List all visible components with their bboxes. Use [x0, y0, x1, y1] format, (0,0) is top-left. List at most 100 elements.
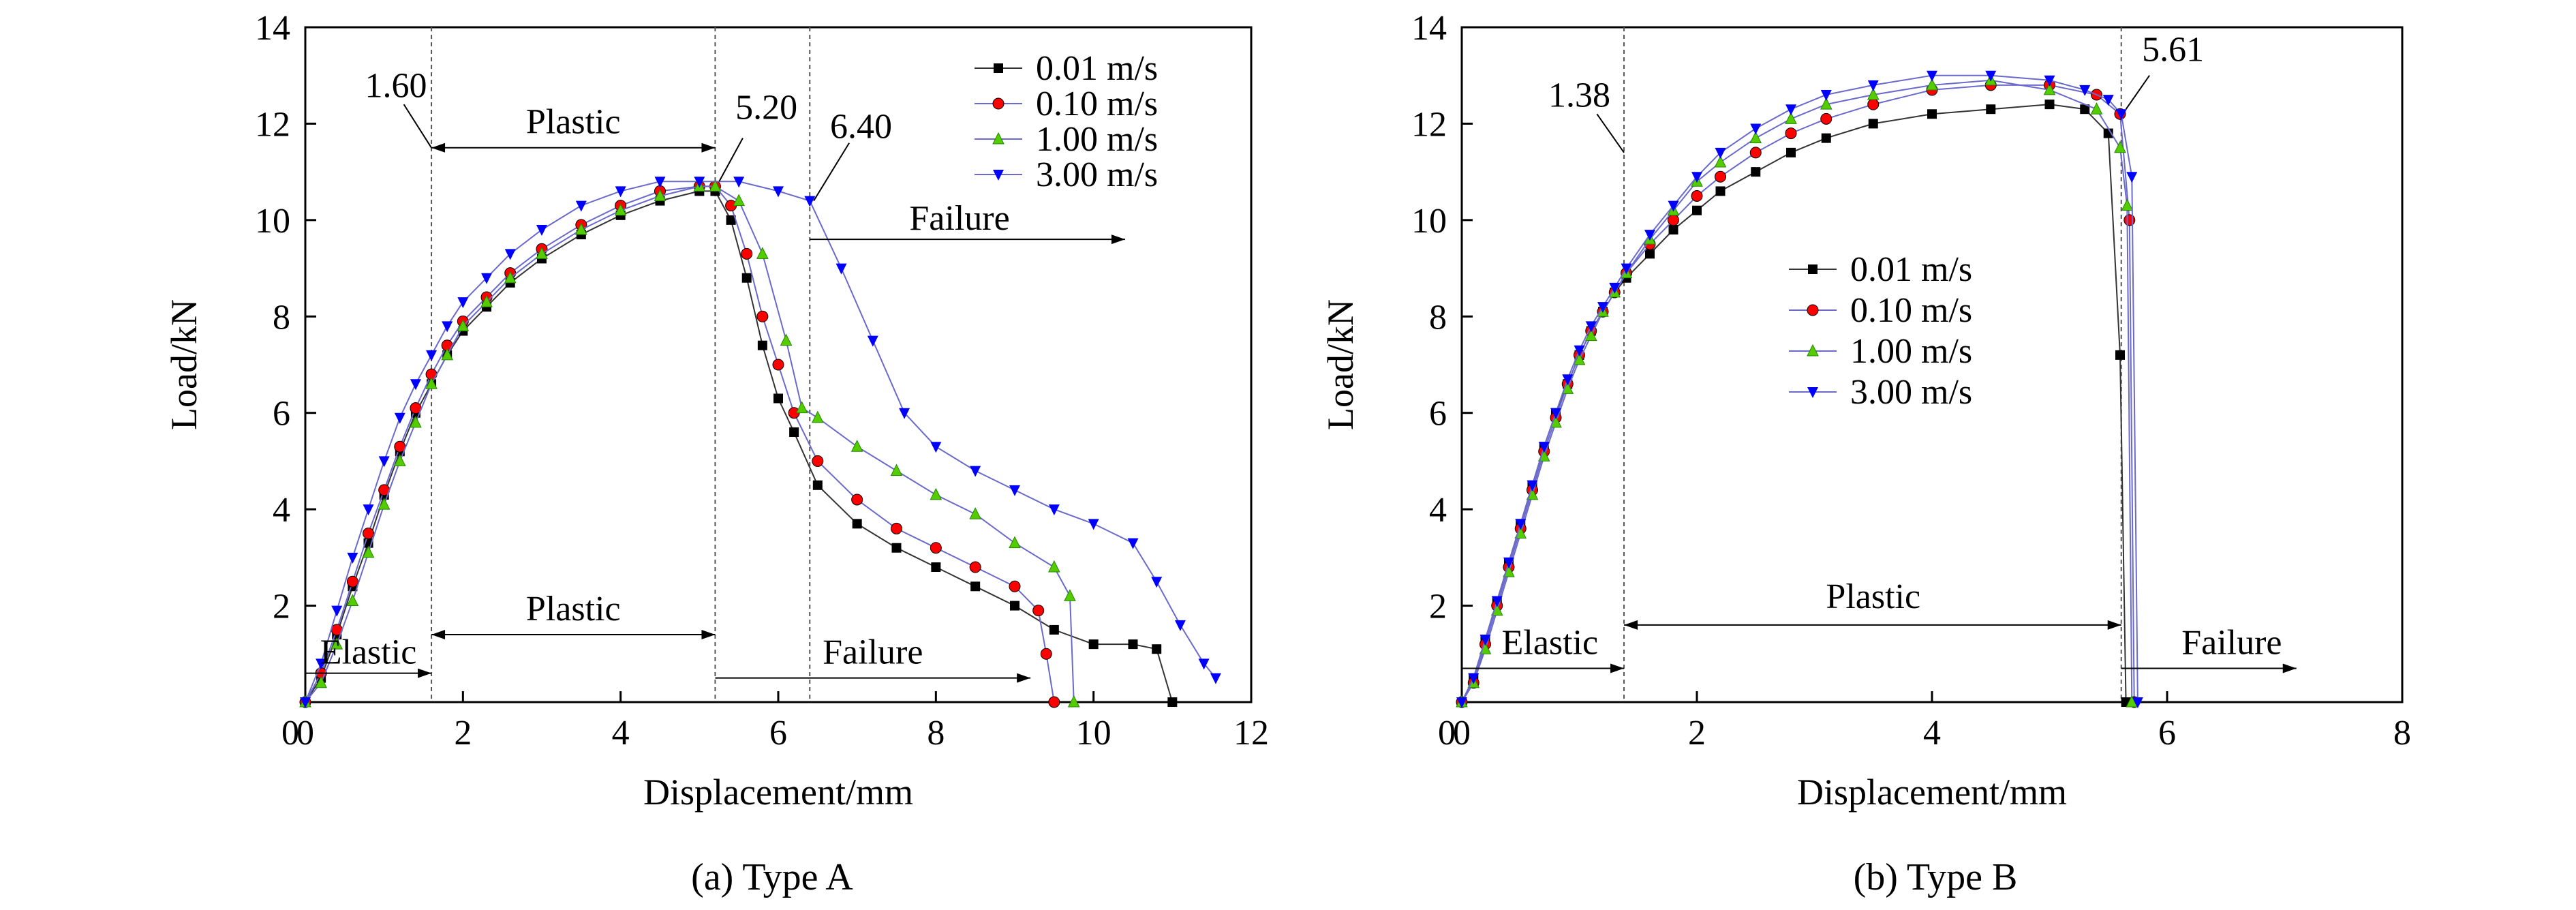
panel-b-y-tick-label: 2 [1429, 588, 1447, 626]
panel-b-data-point [1751, 167, 1761, 177]
panel-a-data-point [773, 186, 784, 198]
panel-b-arrowhead [2282, 663, 2297, 673]
panel-a-arrowhead [431, 142, 446, 153]
panel-b-data-point [1668, 200, 1679, 212]
panel-b-y-tick-label: 10 [1411, 202, 1447, 241]
panel-a-data-point [1210, 673, 1221, 684]
panel-b-series-2 [1456, 79, 2141, 708]
panel-b-data-point [2080, 104, 2090, 115]
panel-a-data-point [1048, 696, 1060, 708]
panel-a-data-point [1009, 485, 1020, 496]
panel-b-data-point [1562, 374, 1574, 386]
panel-a-legend-label: 0.01 m/s [1036, 49, 1158, 88]
panel-b-legend-label: 3.00 m/s [1850, 373, 1972, 412]
panel-a-legend-label: 1.00 m/s [1036, 120, 1158, 159]
panel-b-x-tick-label: 4 [1923, 714, 1941, 753]
panel-a-data-point [970, 581, 981, 592]
panel-b-x-tick-label: 2 [1688, 714, 1706, 753]
panel-a-data-point [931, 562, 941, 572]
panel-a-legend-marker [993, 170, 1004, 181]
panel-a-data-point [378, 456, 390, 468]
panel-a-data-point [835, 263, 847, 275]
panel-a-data-point [1010, 601, 1019, 611]
panel-a-legend-label: 3.00 m/s [1036, 155, 1158, 194]
panel-b-callout-label: 1.38 [1548, 76, 1610, 115]
panel-a-y-tick-label: 12 [255, 105, 290, 144]
panel-a-data-point [1064, 589, 1076, 601]
panel-b-series-1 [1457, 100, 2131, 707]
panel-b-data-point [2102, 95, 2114, 106]
panel-a-data-point [457, 319, 470, 331]
panel-a-callout-label: 6.40 [830, 108, 892, 147]
panel-b-data-point [1867, 87, 1880, 100]
panel-b-data-point [2121, 198, 2134, 211]
panel-b-data-point [1691, 172, 1702, 183]
panel-a-data-point [970, 466, 981, 477]
panel-a-legend: 0.01 m/s0.10 m/s1.00 m/s3.00 m/s [975, 49, 1158, 194]
panel-a-data-point [363, 528, 375, 539]
panel-a-data-point [1032, 605, 1045, 617]
panel-b-data-point [1456, 697, 1467, 708]
panel-a-data-point [867, 335, 878, 347]
panel-b-data-point [2103, 128, 2113, 138]
panel-a-arrowhead [418, 668, 432, 678]
panel-a-x-tick-label: 10 [1076, 714, 1111, 753]
panel-a-data-point [756, 310, 769, 322]
panel-b-data-point [1515, 519, 1527, 530]
panel-a-data-point [1167, 697, 1178, 707]
panel-a-arrowhead [701, 142, 716, 153]
panel-b-data-point [1503, 557, 1514, 568]
panel-a-callout-leader [403, 104, 432, 149]
panel-a-data-point [1049, 624, 1059, 635]
panel-b-series-line [1461, 79, 2133, 703]
panel-b-data-point [2044, 100, 2055, 110]
panel-a-data-point [1127, 538, 1139, 549]
panel-a-data-point [1088, 519, 1099, 530]
panel-a-data-point [614, 203, 627, 216]
panel-a-data-point [536, 247, 548, 259]
panel-a-data-point [316, 658, 327, 670]
panel-b-legend-label: 0.10 m/s [1850, 291, 1972, 330]
panel-b-data-point [1714, 155, 1727, 168]
panel-b-x-tick-label: 8 [2393, 714, 2411, 753]
panel-b-data-point [1692, 205, 1702, 215]
panel-a-series-line [305, 190, 1174, 703]
panel-b-data-point [1468, 673, 1479, 684]
panel-a-data-point [363, 504, 374, 516]
panel-a-data-point [733, 177, 745, 188]
panel-a-data-point [1151, 577, 1163, 588]
panel-b-data-point [1491, 596, 1503, 607]
panel-b-data-point [2114, 140, 2126, 153]
panel-a-data-point [1088, 639, 1099, 650]
panel-a-data-point [773, 393, 783, 404]
panel-b-data-point [1574, 345, 1585, 357]
panel-b-callout-label: 5.61 [2142, 31, 2204, 70]
panel-b-data-point [1621, 263, 1632, 275]
panel-b-data-point [2044, 75, 2055, 87]
panel-a-data-point [741, 247, 753, 260]
panel-a-y-tick-label: 8 [273, 298, 290, 337]
panel-a-data-point [812, 410, 824, 423]
panel-b-legend-item: 3.00 m/s [1789, 373, 1972, 412]
panel-b-data-point [1749, 131, 1762, 144]
panel-a-data-point [772, 359, 784, 371]
panel-a-data-point [347, 552, 358, 564]
panel-b-arrowhead [1610, 663, 1625, 673]
panel-b-data-point [2115, 350, 2125, 360]
panel-b-data-point [1867, 80, 1879, 91]
panel-b-data-point [1668, 225, 1678, 234]
panel-a-data-point [346, 575, 358, 588]
panel-a-data-point [969, 561, 981, 573]
panel-b-region-label: Elastic [1502, 623, 1599, 662]
panel-a-data-point [969, 507, 981, 519]
panel-b-y-tick-label: 12 [1411, 105, 1447, 144]
panel-a-data-point [1009, 580, 1021, 592]
panel-a-data-point [804, 196, 816, 207]
panel-b-data-point [1479, 635, 1491, 646]
panel-b-region-label: Plastic [1826, 577, 1920, 616]
panel-a-origin-tick-label: 0 [281, 714, 299, 753]
panel-a-data-point [890, 464, 903, 476]
panel-a-region-label: Failure [909, 199, 1009, 238]
panel-b-data-point [1985, 70, 1997, 82]
